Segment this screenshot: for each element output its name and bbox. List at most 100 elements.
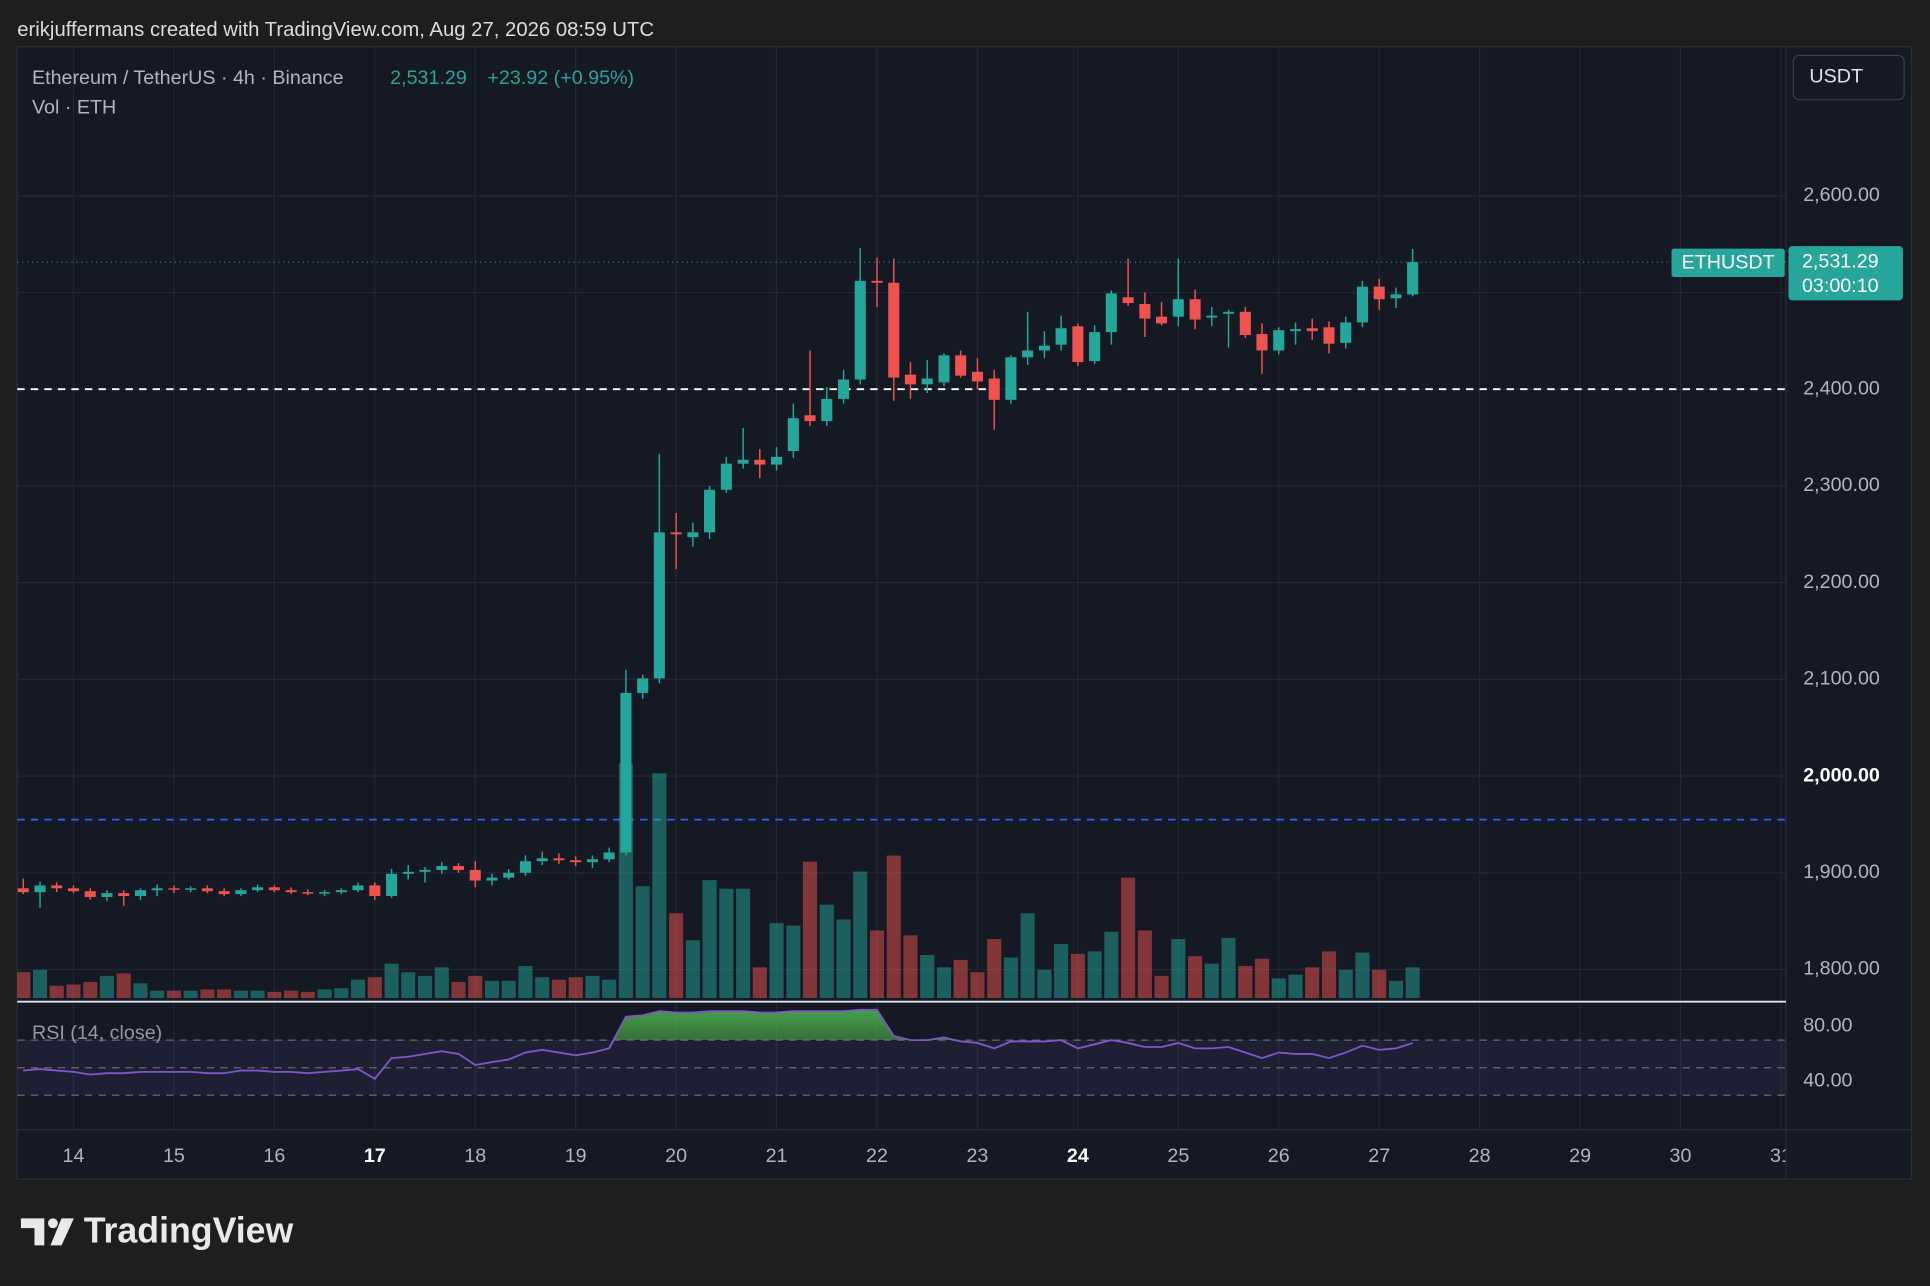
candle-body	[871, 280, 883, 283]
symbol-tag-label: ETHUSDT	[1682, 252, 1775, 274]
volume-bar	[1204, 963, 1219, 999]
candle-body	[168, 888, 180, 890]
currency-button[interactable]	[1792, 54, 1905, 101]
candle-body	[904, 374, 916, 385]
x-tick-label: 21	[766, 1145, 788, 1167]
volume-bar	[551, 979, 566, 999]
candle-body	[1256, 334, 1268, 351]
candle-body	[185, 888, 197, 890]
volume-bar	[869, 930, 885, 999]
x-tick-label: 22	[866, 1145, 888, 1167]
x-tick-label: 19	[565, 1145, 587, 1167]
brand-logo: TradingView	[20, 1211, 294, 1251]
volume-bar	[1037, 969, 1052, 999]
candle-body	[938, 355, 950, 383]
candle-body	[51, 885, 63, 889]
candle-body	[252, 887, 264, 891]
volume-bar	[350, 979, 366, 999]
volume-bar	[518, 966, 533, 999]
candle-body	[653, 532, 665, 679]
volume-bar	[317, 989, 332, 999]
rsi-tick-label: 40.00	[1803, 1070, 1852, 1092]
candle-body	[704, 489, 716, 533]
volume-bar	[702, 880, 717, 999]
volume-bar	[585, 975, 600, 999]
candle-body	[436, 866, 448, 870]
candle-body	[787, 418, 799, 452]
countdown-label: 03:00:10	[1802, 275, 1879, 297]
volume-bar	[853, 871, 868, 999]
candle-body	[1306, 328, 1318, 332]
candle-body	[319, 892, 331, 894]
logo-slash	[50, 1218, 74, 1246]
volume-bar	[49, 985, 64, 999]
candle-body	[854, 280, 866, 380]
candle-body	[620, 692, 632, 853]
candle-body	[821, 398, 833, 422]
candle-body	[1139, 304, 1151, 319]
symbol-title: Ethereum / TetherUS · 4h · Binance	[32, 67, 344, 89]
x-tick-label: 27	[1368, 1145, 1390, 1167]
rsi-legend: RSI (14, close)	[32, 1022, 162, 1044]
volume-bar	[685, 940, 700, 999]
candle-body	[1223, 311, 1235, 314]
volume-bar	[1188, 956, 1203, 999]
rsi-tick-label: 80.00	[1803, 1015, 1852, 1037]
volume-bar	[1288, 974, 1303, 999]
candle-body	[1323, 327, 1335, 344]
volume-bar	[1137, 930, 1152, 999]
volume-bar	[233, 990, 248, 999]
volume-bar	[384, 963, 399, 999]
candle-body	[1172, 299, 1184, 317]
volume-bar	[32, 969, 48, 999]
volume-bar	[401, 972, 416, 999]
x-tick-label: 30	[1670, 1145, 1692, 1167]
x-tick-label: 16	[263, 1145, 285, 1167]
candle-body	[570, 860, 582, 863]
candle-body	[402, 871, 414, 874]
volume-bar	[903, 935, 918, 999]
time-axis: 14 15 16 17 18 19 20 21 22 23 24 25 26 27 28 29 30 31	[63, 1145, 1792, 1167]
candle-body	[469, 869, 481, 881]
volume-bar	[652, 773, 667, 999]
candle-body	[17, 888, 29, 893]
volume-bar	[417, 975, 433, 999]
volume-bar	[99, 975, 114, 999]
volume-bar	[1070, 953, 1085, 999]
candle-body	[988, 378, 1000, 400]
candle-body	[452, 866, 465, 870]
volume-bar	[1254, 958, 1270, 999]
candle-body	[737, 459, 749, 464]
volume-bar	[953, 959, 968, 999]
volume-bar	[1355, 952, 1370, 999]
volume-bar	[66, 984, 81, 999]
volume-bar	[434, 967, 449, 999]
volume-bar	[719, 888, 734, 999]
candle-body	[486, 877, 498, 881]
candle-body	[586, 859, 598, 863]
volume-bar	[1271, 978, 1286, 999]
currency-button-label[interactable]: USDT	[1809, 66, 1863, 88]
volume-bar	[802, 861, 818, 999]
volume-bar	[1321, 951, 1337, 999]
volume-bar	[886, 855, 901, 999]
candle-body	[118, 893, 130, 897]
volume-bar	[501, 980, 516, 999]
candle-body	[1290, 329, 1302, 332]
volume-bar	[1020, 913, 1035, 999]
symbol-tag	[1671, 248, 1785, 277]
volume-bar	[1388, 980, 1404, 999]
volume-bar	[669, 913, 684, 999]
volume-bar	[83, 982, 98, 999]
volume-bar	[468, 975, 483, 999]
candle-body	[519, 861, 531, 873]
candle-body	[1239, 311, 1251, 336]
candle-body	[101, 893, 113, 897]
x-tick-label: 31	[1770, 1145, 1792, 1167]
candle-body	[34, 885, 46, 893]
candle-body	[352, 885, 364, 891]
candle-body	[720, 463, 732, 490]
attribution: erikjuffermans created with TradingView.…	[17, 19, 654, 41]
candle-body	[804, 415, 816, 422]
candle-body	[1122, 297, 1134, 304]
